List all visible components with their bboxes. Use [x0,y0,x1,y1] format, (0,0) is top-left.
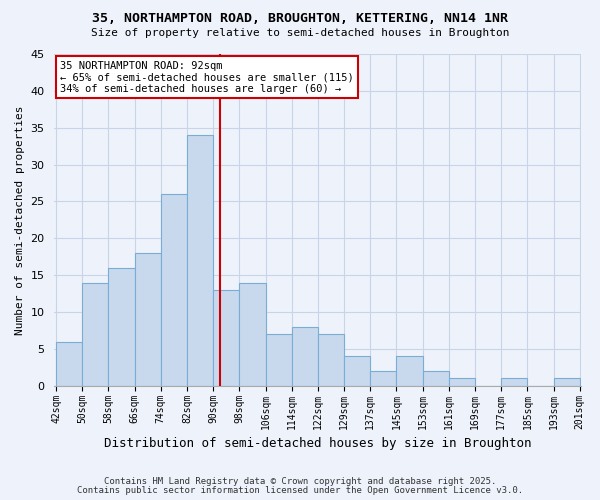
Bar [501,378,527,386]
Bar [161,194,187,386]
Bar [239,282,266,386]
Bar [397,356,422,386]
Bar [344,356,370,386]
X-axis label: Distribution of semi-detached houses by size in Broughton: Distribution of semi-detached houses by … [104,437,532,450]
Bar [318,334,344,386]
Text: Contains public sector information licensed under the Open Government Licence v3: Contains public sector information licen… [77,486,523,495]
Bar [554,378,580,386]
Bar [422,371,449,386]
Bar [82,282,109,386]
Bar [370,371,397,386]
Bar [266,334,292,386]
Text: Contains HM Land Registry data © Crown copyright and database right 2025.: Contains HM Land Registry data © Crown c… [104,477,496,486]
Bar [56,342,82,386]
Bar [292,327,318,386]
Text: 35, NORTHAMPTON ROAD, BROUGHTON, KETTERING, NN14 1NR: 35, NORTHAMPTON ROAD, BROUGHTON, KETTERI… [92,12,508,26]
Bar [134,253,161,386]
Text: Size of property relative to semi-detached houses in Broughton: Size of property relative to semi-detach… [91,28,509,38]
Bar [109,268,134,386]
Bar [449,378,475,386]
Bar [187,135,213,386]
Text: 35 NORTHAMPTON ROAD: 92sqm
← 65% of semi-detached houses are smaller (115)
34% o: 35 NORTHAMPTON ROAD: 92sqm ← 65% of semi… [59,60,353,94]
Y-axis label: Number of semi-detached properties: Number of semi-detached properties [15,105,25,334]
Bar [213,290,239,386]
